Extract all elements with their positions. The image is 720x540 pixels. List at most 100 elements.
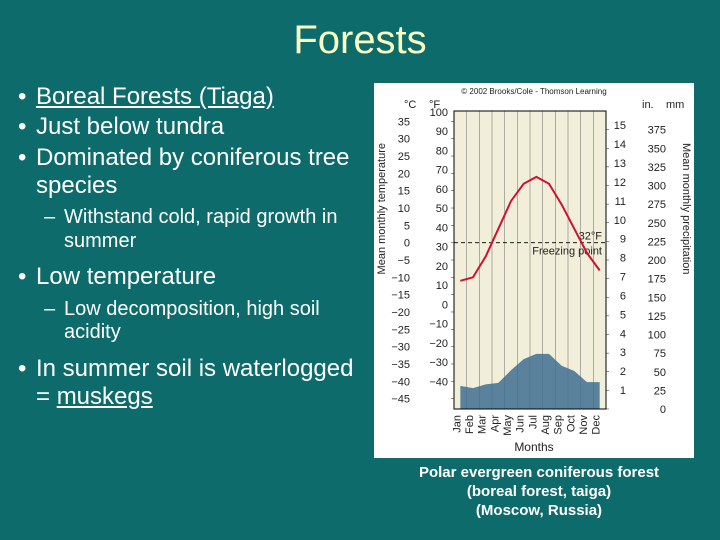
svg-text:300: 300 xyxy=(648,181,666,193)
svg-text:7: 7 xyxy=(620,272,626,284)
svg-text:25: 25 xyxy=(654,385,666,397)
chart-caption: Polar evergreen coniferous forest (borea… xyxy=(374,464,704,520)
svg-text:Feb: Feb xyxy=(464,415,476,434)
svg-text:8: 8 xyxy=(620,253,626,265)
chart-svg: 32°FFreezing point35302520151050−5−10−15… xyxy=(374,83,694,458)
sub-bullet-item: Withstand cold, rapid growth in summer xyxy=(36,206,366,253)
y-axis-right-label: Mean monthly precipitation xyxy=(680,143,692,274)
svg-text:Sep: Sep xyxy=(553,415,565,435)
svg-text:−25: −25 xyxy=(391,324,410,336)
svg-text:−20: −20 xyxy=(429,338,448,350)
svg-text:15: 15 xyxy=(398,186,410,198)
svg-text:14: 14 xyxy=(614,139,626,151)
svg-text:200: 200 xyxy=(648,255,666,267)
svg-text:350: 350 xyxy=(648,143,666,155)
svg-text:0: 0 xyxy=(404,238,410,250)
svg-text:Nov: Nov xyxy=(578,415,590,435)
svg-text:0: 0 xyxy=(660,404,666,416)
chart-column: © 2002 Brooks/Cole - Thomson Learning Me… xyxy=(374,83,704,520)
svg-text:10: 10 xyxy=(436,280,448,292)
svg-text:20: 20 xyxy=(398,168,410,180)
svg-text:100: 100 xyxy=(648,330,666,342)
svg-text:225: 225 xyxy=(648,236,666,248)
svg-text:150: 150 xyxy=(648,292,666,304)
bullet-item: Just below tundra xyxy=(14,113,366,141)
sub-list: Low decomposition, high soil acidity xyxy=(36,298,366,345)
svg-text:75: 75 xyxy=(654,348,666,360)
svg-text:−30: −30 xyxy=(429,357,448,369)
svg-text:Oct: Oct xyxy=(565,415,577,432)
svg-text:10: 10 xyxy=(614,215,626,227)
slide-title: Forests xyxy=(0,0,720,83)
svg-text:375: 375 xyxy=(648,125,666,137)
svg-text:−20: −20 xyxy=(391,307,410,319)
svg-text:70: 70 xyxy=(436,165,448,177)
svg-text:30: 30 xyxy=(398,134,410,146)
svg-text:Freezing point: Freezing point xyxy=(532,246,602,258)
svg-text:10: 10 xyxy=(398,203,410,215)
svg-text:9: 9 xyxy=(620,234,626,246)
svg-text:Jan: Jan xyxy=(451,415,463,433)
svg-text:Jul: Jul xyxy=(527,415,539,429)
unit-mm: mm xyxy=(666,99,684,111)
sub-list: Withstand cold, rapid growth in summer xyxy=(36,206,366,253)
svg-text:Aug: Aug xyxy=(540,415,552,435)
content-row: Boreal Forests (Tiaga)Just below tundra D… xyxy=(0,83,720,520)
svg-text:20: 20 xyxy=(436,261,448,273)
svg-text:4: 4 xyxy=(620,328,626,340)
svg-text:−40: −40 xyxy=(429,376,448,388)
sub-bullet-item: Low decomposition, high soil acidity xyxy=(36,298,366,345)
bullet-list: Boreal Forests (Tiaga)Just below tundra D… xyxy=(14,83,366,412)
svg-text:15: 15 xyxy=(614,120,626,132)
svg-text:2: 2 xyxy=(620,366,626,378)
svg-text:−10: −10 xyxy=(391,272,410,284)
svg-text:32°F: 32°F xyxy=(579,231,603,243)
svg-text:−45: −45 xyxy=(391,394,410,406)
svg-text:275: 275 xyxy=(648,199,666,211)
svg-text:25: 25 xyxy=(398,151,410,163)
bullet-item: Low temperatureLow decomposition, high s… xyxy=(14,263,366,345)
svg-text:175: 175 xyxy=(648,274,666,286)
svg-text:Apr: Apr xyxy=(489,415,501,432)
svg-text:30: 30 xyxy=(436,242,448,254)
svg-text:−10: −10 xyxy=(429,319,448,331)
svg-text:90: 90 xyxy=(436,126,448,138)
svg-text:80: 80 xyxy=(436,145,448,157)
svg-text:60: 60 xyxy=(436,184,448,196)
svg-text:40: 40 xyxy=(436,222,448,234)
svg-text:325: 325 xyxy=(648,162,666,174)
chart-attribution: © 2002 Brooks/Cole - Thomson Learning xyxy=(374,87,694,96)
svg-text:−30: −30 xyxy=(391,342,410,354)
svg-text:12: 12 xyxy=(614,177,626,189)
y-axis-left-label: Mean monthly temperature xyxy=(376,143,388,274)
caption-line-3: (Moscow, Russia) xyxy=(476,502,602,519)
caption-line-1: Polar evergreen coniferous forest xyxy=(419,464,659,481)
svg-text:35: 35 xyxy=(398,116,410,128)
svg-text:125: 125 xyxy=(648,311,666,323)
text-column: Boreal Forests (Tiaga)Just below tundra D… xyxy=(14,83,374,520)
svg-text:6: 6 xyxy=(620,290,626,302)
svg-text:−35: −35 xyxy=(391,359,410,371)
climograph: © 2002 Brooks/Cole - Thomson Learning Me… xyxy=(374,83,694,458)
svg-text:1: 1 xyxy=(620,385,626,397)
bullet-item: Dominated by coniferous tree speciesWith… xyxy=(14,144,366,254)
svg-text:50: 50 xyxy=(436,203,448,215)
svg-text:250: 250 xyxy=(648,218,666,230)
svg-text:13: 13 xyxy=(614,158,626,170)
bullet-item: Boreal Forests (Tiaga) xyxy=(14,83,366,111)
unit-fahrenheit: °F xyxy=(429,99,440,111)
x-axis-label: Months xyxy=(374,440,694,454)
bullet-item: In summer soil is waterlogged = muskegs xyxy=(14,355,366,412)
unit-inches: in. xyxy=(642,99,654,111)
svg-text:5: 5 xyxy=(620,309,626,321)
svg-text:50: 50 xyxy=(654,367,666,379)
svg-text:5: 5 xyxy=(404,220,410,232)
svg-text:Jun: Jun xyxy=(515,415,527,433)
svg-text:11: 11 xyxy=(615,196,626,208)
caption-line-2: (boreal forest, taiga) xyxy=(467,483,611,500)
svg-text:−5: −5 xyxy=(397,255,410,267)
svg-text:0: 0 xyxy=(442,299,448,311)
svg-text:−40: −40 xyxy=(391,376,410,388)
unit-celsius: °C xyxy=(404,99,416,111)
svg-text:3: 3 xyxy=(620,347,626,359)
